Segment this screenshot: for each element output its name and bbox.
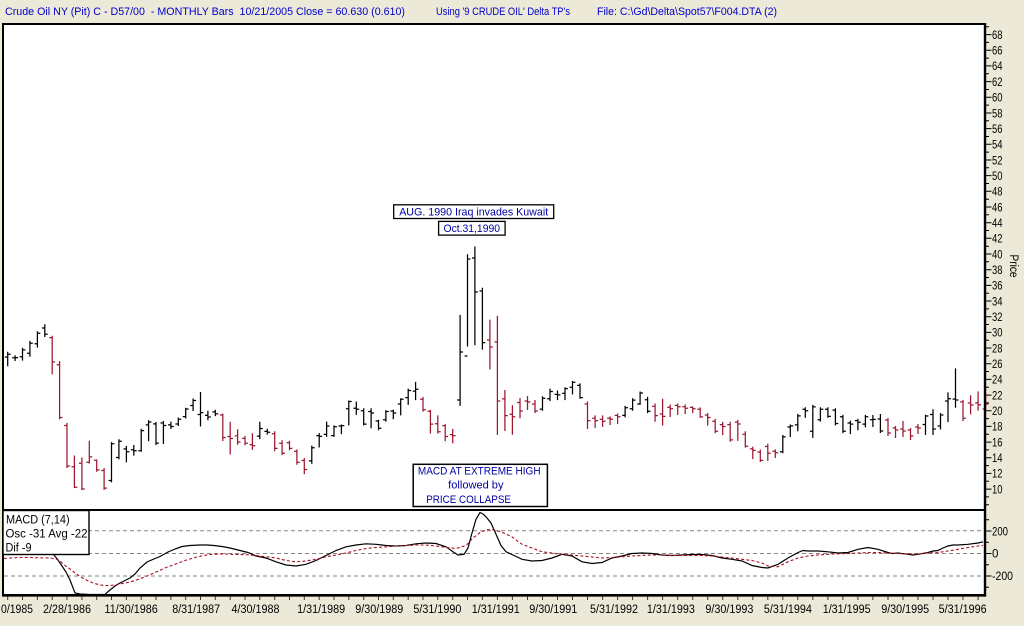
svg-text:48: 48 xyxy=(992,187,1003,199)
svg-text:38: 38 xyxy=(992,265,1003,277)
svg-text:MACD (7,14): MACD (7,14) xyxy=(6,515,70,527)
svg-text:11/30/1986: 11/30/1986 xyxy=(105,604,158,616)
svg-text:0: 0 xyxy=(992,549,998,561)
svg-text:12: 12 xyxy=(992,469,1003,481)
svg-text:8/31/1987: 8/31/1987 xyxy=(172,604,220,616)
svg-text:16: 16 xyxy=(992,437,1003,449)
svg-text:Crude Oil NY (Pit) C - D57/00: Crude Oil NY (Pit) C - D57/00 - MONTHLY … xyxy=(5,6,405,18)
svg-text:40: 40 xyxy=(992,249,1003,261)
svg-text:0/1985: 0/1985 xyxy=(1,604,33,616)
svg-text:Osc -31 Avg -22: Osc -31 Avg -22 xyxy=(6,529,88,541)
svg-text:26: 26 xyxy=(992,359,1003,371)
svg-text:64: 64 xyxy=(992,61,1003,73)
svg-text:200: 200 xyxy=(992,526,1008,538)
svg-text:52: 52 xyxy=(992,155,1003,167)
svg-text:9/30/1995: 9/30/1995 xyxy=(881,604,929,616)
svg-text:42: 42 xyxy=(992,234,1003,246)
svg-text:1/31/1993: 1/31/1993 xyxy=(647,604,695,616)
svg-text:AUG. 1990 Iraq invades Kuwait: AUG. 1990 Iraq invades Kuwait xyxy=(399,206,548,218)
svg-text:5/31/1996: 5/31/1996 xyxy=(939,604,987,616)
svg-text:54: 54 xyxy=(992,140,1003,152)
svg-text:1/31/1989: 1/31/1989 xyxy=(297,604,345,616)
svg-text:5/31/1994: 5/31/1994 xyxy=(764,604,813,616)
svg-text:Price: Price xyxy=(1007,255,1019,278)
svg-text:62: 62 xyxy=(992,77,1003,89)
svg-text:5/31/1992: 5/31/1992 xyxy=(590,604,638,616)
svg-text:24: 24 xyxy=(992,375,1003,387)
svg-text:9/30/1991: 9/30/1991 xyxy=(529,604,577,616)
svg-text:18: 18 xyxy=(992,422,1003,434)
svg-text:9/30/1993: 9/30/1993 xyxy=(705,604,753,616)
svg-text:4/30/1988: 4/30/1988 xyxy=(232,604,280,616)
svg-text:20: 20 xyxy=(992,406,1003,418)
svg-text:58: 58 xyxy=(992,108,1003,120)
svg-text:1/31/1991: 1/31/1991 xyxy=(472,604,520,616)
svg-text:2/28/1986: 2/28/1986 xyxy=(43,604,91,616)
svg-text:Using '9 CRUDE OIL' Delta TP's: Using '9 CRUDE OIL' Delta TP's xyxy=(436,6,570,18)
svg-text:5/31/1990: 5/31/1990 xyxy=(413,604,461,616)
svg-text:-200: -200 xyxy=(992,571,1013,583)
svg-text:Dif -9: Dif -9 xyxy=(6,543,32,555)
svg-text:36: 36 xyxy=(992,281,1003,293)
svg-text:14: 14 xyxy=(992,453,1003,465)
svg-text:followed by: followed by xyxy=(448,480,504,492)
svg-text:File: C:\Gd\Delta\Spot57\F004.: File: C:\Gd\Delta\Spot57\F004.DTA (2) xyxy=(597,6,777,18)
svg-text:PRICE COLLAPSE: PRICE COLLAPSE xyxy=(426,494,511,506)
svg-text:Oct.31,1990: Oct.31,1990 xyxy=(444,223,501,235)
svg-text:30: 30 xyxy=(992,328,1003,340)
svg-text:9/30/1989: 9/30/1989 xyxy=(355,604,403,616)
svg-text:34: 34 xyxy=(992,296,1003,308)
svg-text:68: 68 xyxy=(992,30,1003,42)
svg-text:46: 46 xyxy=(992,202,1003,214)
svg-text:56: 56 xyxy=(992,124,1003,136)
svg-text:50: 50 xyxy=(992,171,1003,183)
svg-text:10: 10 xyxy=(992,484,1003,496)
svg-text:44: 44 xyxy=(992,218,1003,230)
svg-text:66: 66 xyxy=(992,46,1003,58)
svg-text:28: 28 xyxy=(992,343,1003,355)
svg-text:1/31/1995: 1/31/1995 xyxy=(823,604,871,616)
svg-text:MACD AT EXTREME HIGH: MACD AT EXTREME HIGH xyxy=(418,466,541,478)
svg-text:22: 22 xyxy=(992,390,1003,402)
svg-text:60: 60 xyxy=(992,93,1003,105)
svg-text:32: 32 xyxy=(992,312,1003,324)
